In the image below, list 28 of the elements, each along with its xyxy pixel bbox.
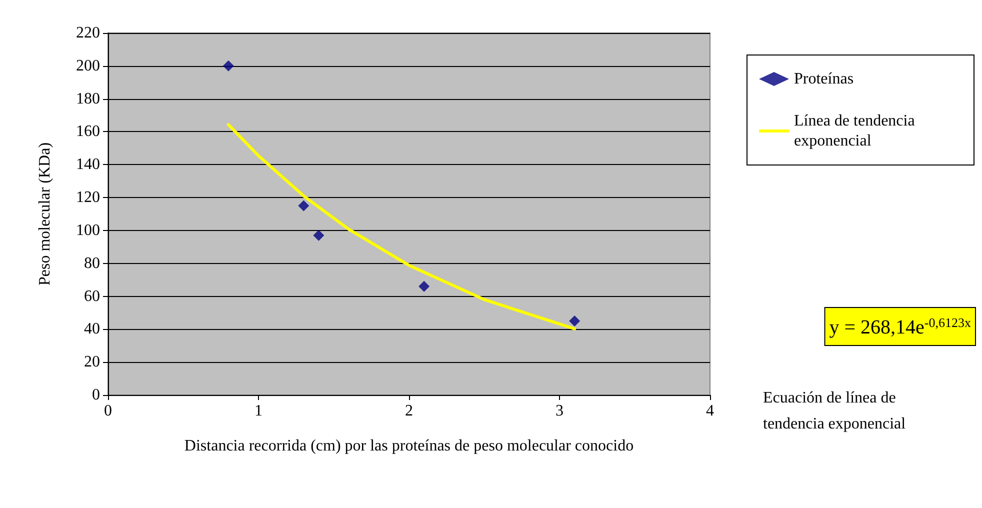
- line-series: [226, 123, 576, 330]
- y-axis-title: Peso molecular (KDa): [36, 142, 54, 286]
- x-tick-label: 0: [104, 402, 112, 420]
- x-tick-label: 2: [405, 402, 413, 420]
- x-tick-label: 4: [706, 402, 714, 420]
- y-tick-label: 160: [76, 123, 100, 140]
- point: [569, 315, 580, 326]
- point: [298, 200, 310, 212]
- legend-label: Línea de tendencia exponencial: [794, 112, 919, 150]
- y-tick-label: 200: [76, 57, 100, 74]
- y-tick-label: 100: [76, 222, 100, 239]
- y-tick-label: 60: [84, 288, 100, 305]
- y-tick-label: 80: [84, 254, 100, 272]
- y-tick-label: 140: [76, 156, 100, 174]
- point: [313, 230, 324, 241]
- y-tick-label: 20: [84, 354, 100, 371]
- legend-label: Proteínas: [794, 70, 854, 88]
- y-tick-label: 0: [92, 386, 100, 404]
- x-tick-label: 1: [254, 402, 262, 420]
- point: [222, 60, 234, 72]
- x-tick-label: 3: [556, 402, 564, 420]
- y-tick-label: 120: [76, 189, 100, 206]
- text: Ecuación de línea de tendencia exponencial: [763, 390, 906, 432]
- y-tick-label: 220: [76, 24, 100, 42]
- y-tick-label: 40: [84, 320, 100, 338]
- x-axis-title: Distancia recorrida (cm) por las proteínas de peso molecular conocido: [184, 438, 634, 454]
- point: [418, 280, 430, 292]
- y-tick-label: 180: [76, 90, 100, 108]
